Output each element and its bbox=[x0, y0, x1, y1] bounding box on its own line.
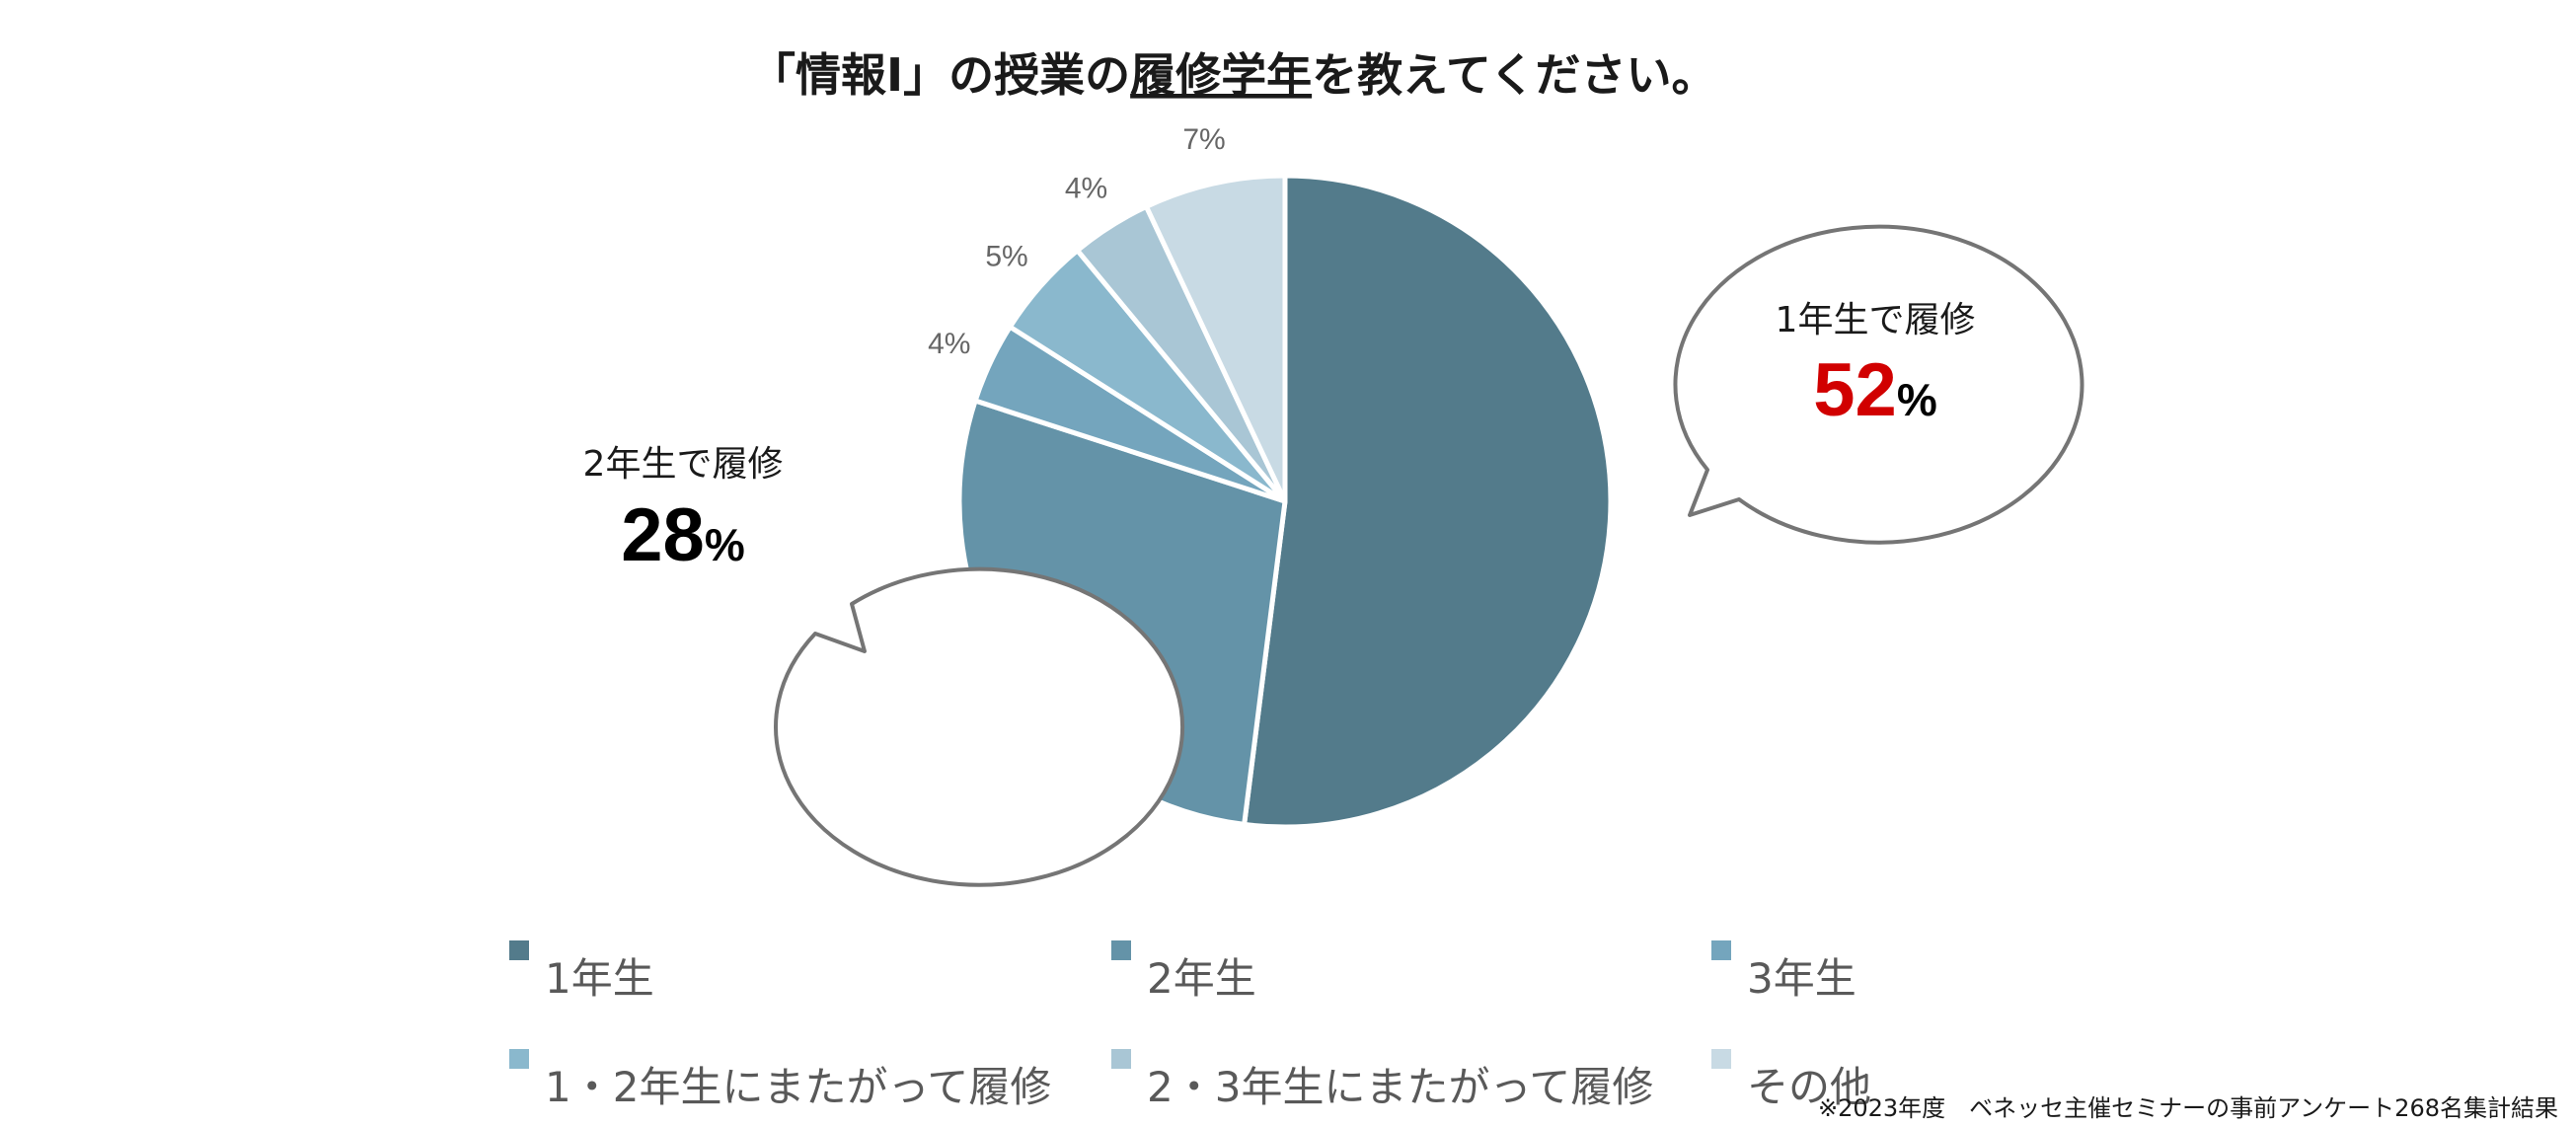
legend-item-5: その他 bbox=[1711, 1049, 1871, 1111]
slice-label-5: 7% bbox=[1182, 123, 1225, 156]
legend-label-3: 1・2年生にまたがって履修 bbox=[545, 1063, 1051, 1111]
legend-swatch-5 bbox=[1711, 1049, 1731, 1069]
slice-labels: 4% 5% 4% 7% bbox=[928, 123, 1226, 360]
legend-item-4: 2・3年生にまたがって履修 bbox=[1111, 1049, 1653, 1111]
callout-first-year-caption: 1年生で履修 bbox=[1776, 300, 1976, 340]
legend-label-5: その他 bbox=[1747, 1063, 1871, 1111]
legend-item-1: 2年生 bbox=[1111, 940, 1256, 1003]
pie-slice-5 bbox=[1143, 173, 1288, 504]
pie bbox=[956, 173, 1614, 830]
legend-label-2: 3年生 bbox=[1747, 954, 1856, 1003]
pie-slice-0 bbox=[1242, 173, 1614, 830]
legend-swatch-1 bbox=[1111, 940, 1131, 960]
legend-swatch-3 bbox=[509, 1049, 529, 1069]
title-prefix: 「情報Ⅰ」の授業の bbox=[750, 48, 1130, 102]
legend-item-0: 1年生 bbox=[509, 940, 654, 1003]
legend-swatch-0 bbox=[509, 940, 529, 960]
callout-first-year-value: 52% bbox=[1813, 348, 1936, 432]
legend-label-4: 2・3年生にまたがって履修 bbox=[1147, 1063, 1653, 1111]
callout-second-year: 2年生で履修 28% bbox=[583, 444, 1184, 887]
legend-swatch-4 bbox=[1111, 1049, 1131, 1069]
callout-second-year-bubble bbox=[774, 566, 1184, 887]
legend-label-0: 1年生 bbox=[545, 954, 654, 1003]
callout-second-year-value: 28% bbox=[621, 493, 744, 577]
slice-label-3: 5% bbox=[985, 240, 1027, 272]
title-suffix: を教えてください。 bbox=[1312, 48, 1716, 102]
legend-item-3: 1・2年生にまたがって履修 bbox=[509, 1049, 1051, 1111]
slice-label-4: 4% bbox=[1065, 173, 1107, 205]
slice-label-2: 4% bbox=[928, 328, 970, 360]
footnote: ※2023年度 ベネッセ主催セミナーの事前アンケート268名集計結果 bbox=[1818, 1094, 2558, 1122]
legend-swatch-2 bbox=[1711, 940, 1731, 960]
title-underlined: 履修学年 bbox=[1130, 48, 1312, 102]
chart-title: 「情報Ⅰ」の授業の履修学年を教えてください。 bbox=[750, 48, 1716, 102]
legend: 1年生 2年生 3年生 1・2年生にまたがって履修 2・3年生にまたがって履修 その他 bbox=[509, 940, 1871, 1111]
callout-second-year-caption: 2年生で履修 bbox=[583, 444, 784, 485]
callout-first-year-bubble bbox=[1673, 224, 2084, 545]
legend-label-1: 2年生 bbox=[1147, 954, 1256, 1003]
legend-item-2: 3年生 bbox=[1711, 940, 1856, 1003]
callout-first-year: 1年生で履修 52% bbox=[1673, 224, 2084, 545]
